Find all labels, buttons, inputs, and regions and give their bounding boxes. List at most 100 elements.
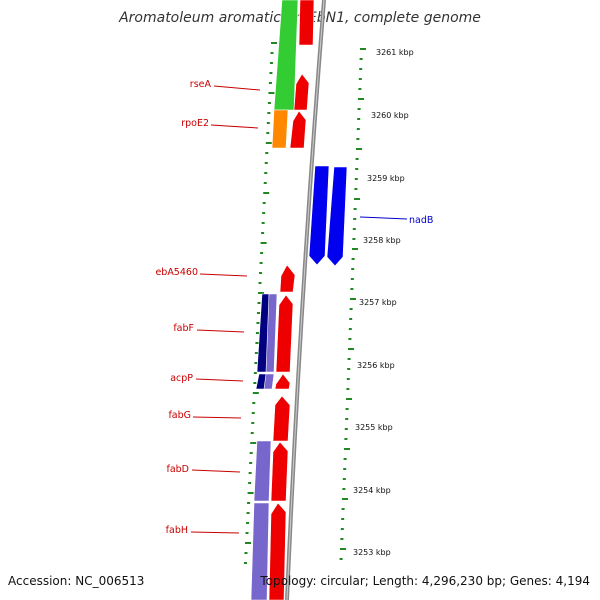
- track-dot: [255, 332, 259, 334]
- track-dot: [249, 462, 253, 464]
- leader-line: [191, 469, 241, 473]
- track-dot: [248, 472, 252, 474]
- track-dot: [352, 248, 358, 250]
- track-dot: [350, 278, 354, 280]
- tick-label: 3253 kbp: [353, 548, 391, 557]
- gene-block: [272, 395, 291, 442]
- track-dot: [354, 188, 358, 190]
- gene-label-fabf: fabF: [173, 323, 194, 334]
- gene-label-fabd: fabD: [166, 464, 189, 475]
- track-dot: [269, 62, 273, 64]
- gene-block: [263, 373, 275, 390]
- track-dot: [262, 202, 266, 204]
- gene-block: [268, 502, 287, 600]
- track-dot: [271, 42, 277, 44]
- track-dot: [254, 352, 258, 354]
- track-dot: [252, 402, 256, 404]
- tick-label: 3261 kbp: [376, 48, 414, 57]
- track-dot: [260, 242, 267, 244]
- track-dot: [253, 372, 257, 374]
- track-dot: [354, 178, 358, 180]
- leader-line: [190, 531, 240, 534]
- track-dot: [344, 438, 348, 440]
- track-dot: [264, 162, 268, 164]
- track-dot: [267, 112, 271, 114]
- track-dot: [359, 68, 363, 70]
- track-dot: [340, 538, 344, 540]
- track-dot: [256, 322, 260, 324]
- track-dot: [264, 172, 268, 174]
- track-dot: [249, 452, 253, 454]
- track-dot: [248, 482, 252, 484]
- track-dot: [269, 72, 273, 74]
- track-dot: [259, 262, 263, 264]
- accession-text: Accession: NC_006513: [8, 574, 145, 588]
- track-dot: [339, 558, 343, 560]
- track-dot: [262, 212, 266, 214]
- track-dot: [254, 362, 258, 364]
- track-dot: [342, 488, 346, 490]
- track-dot: [360, 48, 366, 50]
- track-dot: [251, 412, 255, 414]
- track-dot: [252, 392, 259, 394]
- track-dot: [245, 542, 251, 544]
- track-dot: [351, 258, 355, 260]
- gene-label-acpp: acpP: [170, 373, 193, 384]
- track-dot: [348, 338, 352, 340]
- gene-block: [273, 0, 299, 111]
- gene-label-nadb: nadB: [409, 215, 433, 226]
- track-dot: [266, 122, 270, 124]
- track-dot: [247, 502, 251, 504]
- track-dot: [356, 138, 360, 140]
- label-leaders: [190, 85, 408, 534]
- track-dot: [268, 92, 275, 94]
- track-dot: [265, 142, 272, 144]
- tick-label: 3260 kbp: [371, 111, 409, 120]
- track-dot: [343, 458, 347, 460]
- tick-label: 3259 kbp: [367, 174, 405, 183]
- track-dot: [358, 98, 364, 100]
- gene-blocks: [250, 0, 348, 600]
- track-dot: [346, 378, 350, 380]
- track-dot: [348, 328, 352, 330]
- track-dot: [253, 382, 257, 384]
- track-dot: [247, 492, 254, 494]
- left-dotted-track: [243, 42, 277, 564]
- track-dot: [343, 468, 347, 470]
- track-dot: [355, 168, 359, 170]
- track-dot: [353, 218, 357, 220]
- tick-label: 3256 kbp: [357, 361, 395, 370]
- backbone-line: [285, 0, 326, 600]
- track-dot: [244, 552, 248, 554]
- gene-block: [253, 440, 272, 502]
- track-dot: [349, 308, 353, 310]
- track-dot: [346, 398, 352, 400]
- track-dot: [354, 198, 360, 200]
- track-dot: [347, 358, 351, 360]
- track-dot: [245, 532, 249, 534]
- track-dot: [257, 302, 261, 304]
- gene-block: [275, 294, 294, 373]
- track-dot: [357, 118, 361, 120]
- gene-block: [308, 165, 330, 266]
- track-dot: [348, 348, 354, 350]
- gene-label-rsea: rseA: [190, 79, 212, 90]
- track-dot: [246, 512, 250, 514]
- track-dot: [359, 58, 363, 60]
- track-dot: [357, 108, 361, 110]
- tick-labels: 3261 kbp 3260 kbp 3259 kbp 3258 kbp 3257 kbp…: [353, 48, 414, 557]
- track-dot: [260, 252, 264, 254]
- track-dot: [250, 432, 254, 434]
- track-dot: [352, 228, 356, 230]
- leader-line: [199, 273, 248, 277]
- track-dot: [358, 78, 362, 80]
- track-dot: [344, 448, 350, 450]
- gene-block: [298, 0, 315, 46]
- right-dotted-track: [339, 48, 366, 560]
- track-dot: [351, 268, 355, 270]
- gene-label-fabh: fabH: [166, 525, 188, 536]
- topology-text: Topology: circular; Length: 4,296,230 bp…: [260, 574, 590, 588]
- backbone-highlight: [286, 0, 325, 600]
- leader-line: [210, 124, 259, 129]
